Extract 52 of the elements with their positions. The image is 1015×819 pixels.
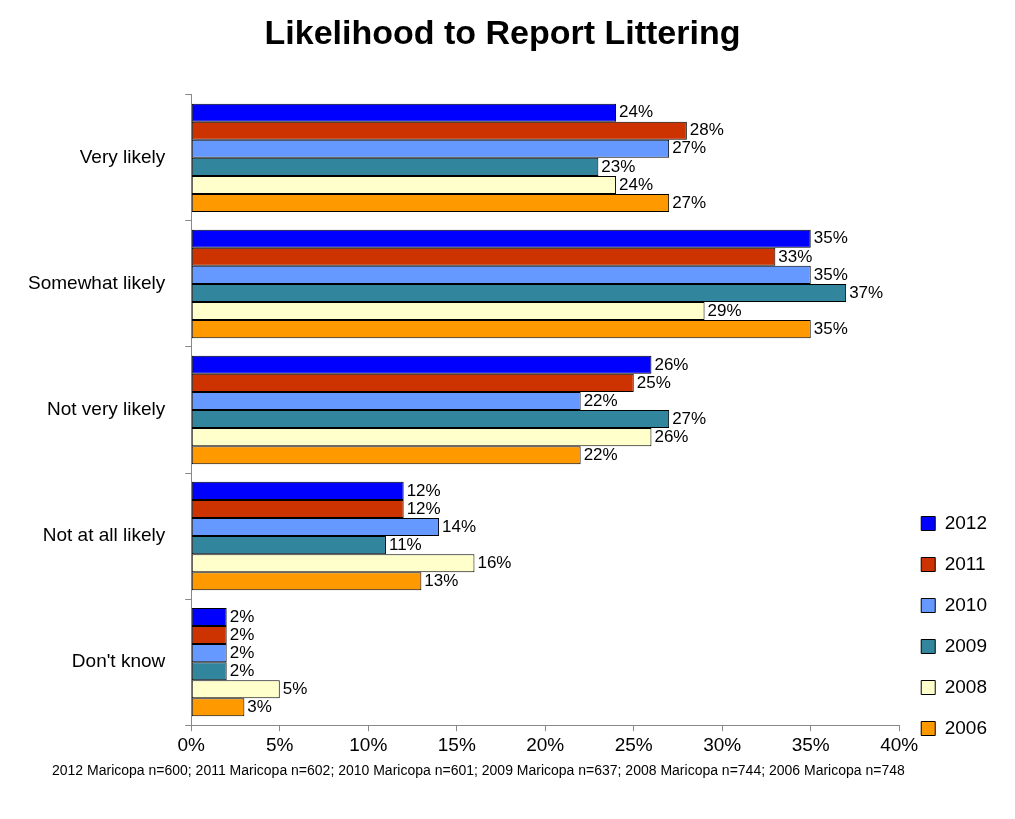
legend-label: 2012	[944, 511, 988, 533]
y-tick-label: Not very likely	[47, 398, 166, 420]
data-label: 22%	[583, 390, 618, 410]
data-label: 28%	[689, 120, 724, 140]
data-label: 13%	[424, 570, 459, 590]
data-label: 26%	[654, 426, 689, 446]
data-label: 35%	[813, 228, 848, 248]
data-label: 2%	[229, 624, 255, 644]
data-label: 2%	[229, 660, 255, 680]
data-label: 24%	[619, 174, 654, 194]
data-label: 27%	[672, 408, 707, 428]
legend-label: 2006	[944, 716, 988, 738]
data-label: 2%	[229, 606, 255, 626]
data-label: 29%	[707, 300, 742, 320]
legend-label: 2010	[944, 593, 988, 615]
x-tick-label: 25%	[614, 733, 653, 755]
data-label: 35%	[813, 318, 848, 338]
x-tick-label: 35%	[791, 733, 830, 755]
x-tick-label: 15%	[437, 733, 476, 755]
legend-label: 2008	[944, 675, 988, 697]
x-tick-label: 40%	[880, 733, 919, 755]
data-label: 26%	[654, 354, 689, 374]
legend-label: 2009	[944, 634, 988, 656]
data-label: 27%	[672, 138, 707, 158]
data-label: 5%	[282, 678, 308, 698]
data-label: 23%	[601, 156, 636, 176]
x-tick-label: 0%	[177, 733, 206, 755]
y-tick-label: Very likely	[79, 146, 166, 168]
data-label: 12%	[406, 498, 441, 518]
x-tick-label: 10%	[349, 733, 388, 755]
data-label: 25%	[636, 372, 671, 392]
data-label: 11%	[388, 534, 422, 554]
text: 2012 Maricopa n=600; 2011 Maricopa n=602; 2010 Maricopa n=601; 2009 Maricopa n=637; 2008 Maricopa n=744; 2006 Maricopa n=748	[52, 761, 906, 780]
legend-label: 2011	[944, 552, 986, 574]
data-label: 33%	[778, 246, 813, 266]
x-tick-label: 20%	[526, 733, 565, 755]
data-label: 12%	[406, 480, 441, 500]
x-tick-label: 30%	[703, 733, 742, 755]
y-tick-label: Don't know	[71, 650, 166, 672]
data-label: 24%	[619, 102, 654, 122]
y-tick-label: Somewhat likely	[28, 272, 166, 294]
data-label: 16%	[477, 552, 512, 572]
y-tick-label: Not at all likely	[42, 524, 166, 546]
data-label: 2%	[229, 642, 255, 662]
data-label: 3%	[247, 697, 272, 717]
data-label: 27%	[672, 192, 707, 212]
chart-title: Likelihood to Report Littering	[264, 12, 741, 51]
data-label: 37%	[849, 282, 884, 302]
data-label: 14%	[442, 516, 477, 536]
data-label: 22%	[583, 444, 618, 464]
data-label: 35%	[813, 264, 848, 284]
x-tick-label: 5%	[266, 733, 294, 755]
